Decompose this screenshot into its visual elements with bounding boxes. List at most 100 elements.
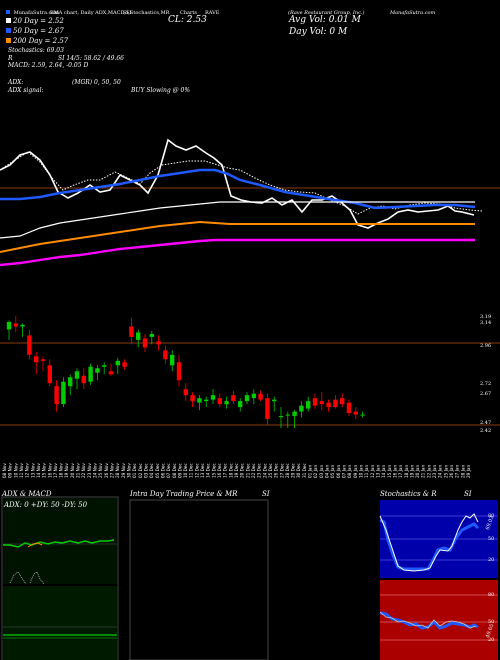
candle-body [61, 381, 66, 405]
candle-body [27, 335, 32, 355]
date-tick-label: 22 Jan [426, 465, 431, 478]
candle-body [6, 321, 12, 330]
candle-body [360, 414, 365, 416]
date-tick-label: 10 Jan [359, 465, 364, 478]
date-tick-label: 04 Dec [149, 463, 154, 478]
adx-signal-label: ADX signal: [8, 87, 44, 94]
candle-body [217, 398, 222, 405]
date-tick-label: 27 Dec [279, 463, 284, 478]
date-tick-label: 08 Dec [172, 463, 177, 478]
date-tick-label: 22 Nov [81, 463, 86, 478]
date-tick-label: 11 Nov [19, 463, 24, 478]
price-label-242: 2.42 [480, 428, 492, 434]
date-tick-label: 28 Dec [285, 463, 290, 478]
date-tick-label: 19 Dec [234, 463, 239, 478]
date-tick-label: 30 Nov [127, 463, 132, 478]
stochastics-panel [379, 500, 498, 660]
intraday-si-label: SI [262, 490, 270, 498]
date-tick-label: 15 Dec [211, 463, 216, 478]
candle-body [312, 398, 318, 406]
date-tick-label: 17 Dec [223, 463, 228, 478]
candle-body [346, 402, 352, 414]
intraday-panel-border [129, 499, 269, 660]
price-label-319: 3.19 [480, 314, 492, 320]
ema-chart [0, 138, 500, 267]
candle-body [163, 350, 168, 360]
date-tick-label: 23 Nov [87, 463, 92, 478]
candle-body [353, 411, 358, 415]
candle-body [231, 395, 236, 402]
ema200-value: 200 Day = 2.57 [13, 37, 69, 45]
candle-body [197, 398, 202, 403]
date-tick-label: 13 Jan [376, 465, 381, 478]
date-tick-label: 24 Jan [438, 465, 443, 478]
adx-di-line [3, 539, 115, 548]
date-tick-label: 29 Dec [291, 463, 296, 478]
candle-body [258, 393, 263, 400]
date-tick-label: 12 Dec [194, 463, 199, 478]
candle-body [40, 359, 46, 361]
candle-body [238, 401, 243, 408]
date-tick-label: 31 Dec [302, 463, 307, 478]
candle-body [81, 375, 86, 384]
date-tick-label: 21 Jan [421, 465, 426, 478]
date-tick-label: 12 Jan [370, 465, 375, 478]
date-tick-label: 27 Nov [110, 463, 115, 478]
date-tick-label: 14 Nov [36, 463, 41, 478]
day-volume: Day Vol: 0 M [289, 27, 348, 37]
date-tick-label: 01 Dec [132, 463, 137, 478]
date-tick-label: 19 Jan [409, 465, 414, 478]
candle-body [265, 398, 270, 420]
candle-body [74, 371, 80, 379]
intraday-panel [129, 499, 269, 660]
intraday-title: Intra Day Trading Price & MR [130, 490, 238, 498]
ema50-value: 50 Day = 2.67 [13, 27, 64, 35]
site-label: ManafaSutra.com [390, 10, 436, 16]
stoch-axis-80: 80 [488, 513, 495, 519]
candle-body [129, 326, 134, 337]
avg-volume: Avg Vol: 0.01 M [289, 15, 361, 25]
date-tick-label: 08 Nov [2, 463, 7, 478]
date-tick-label: 25 Dec [268, 463, 273, 478]
date-tick-label: 25 Jan [443, 465, 448, 478]
date-tick-label: 28 Nov [115, 463, 120, 478]
price-grid [0, 342, 500, 426]
date-tick-label: 09 Dec [177, 463, 182, 478]
date-tick-label: 23 Dec [257, 463, 262, 478]
date-tick-label: 11 Jan [364, 465, 369, 478]
stoch-slow-line [379, 518, 480, 571]
date-tick-label: 20 Dec [240, 463, 245, 478]
ema50-legend: 50 Day = 2.67 [6, 27, 64, 35]
indicators-label: EMA chart, Daily ADX,MACD,SI [50, 10, 132, 16]
adx-label: ADX: [8, 79, 24, 86]
date-tick-label: 02 Dec [138, 463, 143, 478]
date-tick-label: 25 Nov [98, 463, 103, 478]
candle-body [88, 366, 93, 382]
ema20-value: 20 Day = 2.52 [13, 17, 64, 25]
date-tick-label: 03 Dec [144, 463, 149, 478]
price-label-314: 3.14 [480, 320, 492, 326]
price-label-272: 2.72 [480, 381, 492, 387]
stoch-fast-line [379, 513, 479, 572]
date-tick-label: 13 Nov [30, 463, 35, 478]
candle-body [34, 356, 39, 363]
stoch-label: SI,Stochastics,MR [123, 10, 170, 16]
date-tick-label: 17 Jan [398, 465, 403, 478]
macd-value: MACD: 2.59, 2.64, -0.05 D [8, 62, 89, 69]
date-axis: 08 Nov 09 Nov 10 Nov 11 Nov 12 Nov 13 Nov 14 N… [2, 463, 471, 478]
stochastics-si-label: SI [464, 490, 472, 498]
adx-macd-title: ADX & MACD [2, 490, 52, 498]
ema200-legend: 200 Day = 2.57 [6, 37, 68, 45]
candle-body [149, 333, 154, 337]
price-label-296: 2.96 [480, 343, 492, 349]
stochastics-value: Stochastics: 69.03 [8, 47, 64, 54]
si-value: SI 14/5: 58.62 / 49.66 [58, 55, 124, 62]
candle-body [176, 362, 182, 381]
date-tick-label: 22 Dec [251, 463, 256, 478]
adx-macd-panel [0, 496, 119, 660]
date-tick-label: 05 Jan [330, 465, 335, 478]
date-tick-label: 12 Nov [25, 463, 30, 478]
candle-body [278, 416, 284, 418]
candle-body [319, 401, 324, 405]
candle-body [299, 405, 304, 412]
